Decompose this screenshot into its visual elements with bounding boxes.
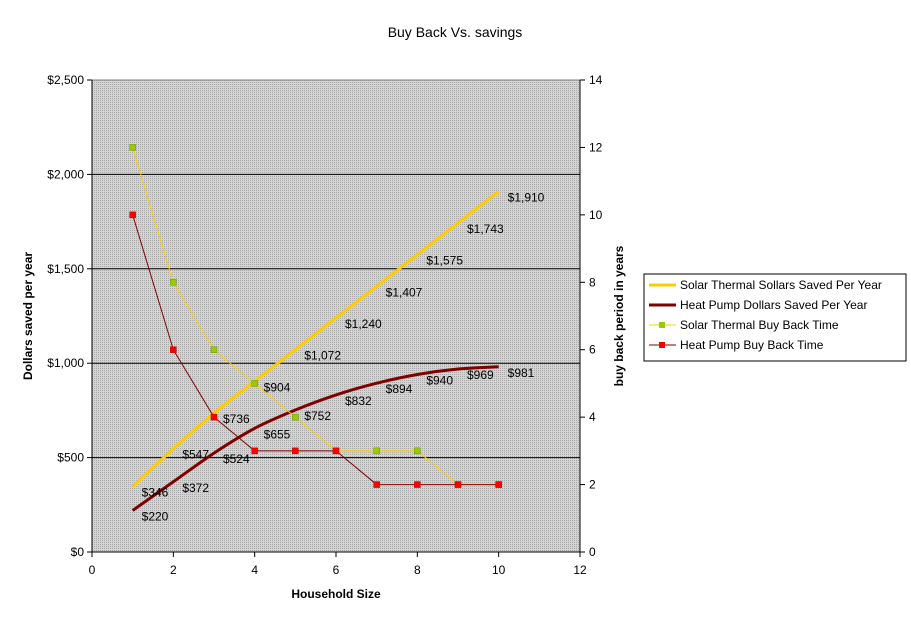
data-point [251, 447, 258, 455]
legend-label: Heat Pump Buy Back Time [680, 338, 824, 352]
data-label: $1,743 [467, 222, 504, 236]
series-line-2 [132, 147, 499, 486]
y-axis-title: Dollars saved per year [21, 252, 35, 380]
y2-tick-label: 6 [589, 343, 596, 357]
data-label: $969 [467, 368, 494, 382]
y-tick-label: $500 [57, 451, 84, 465]
y-tick-label: $1,000 [47, 356, 84, 370]
data-point [170, 346, 177, 353]
data-point [292, 413, 299, 421]
data-label: $832 [345, 394, 372, 408]
legend: Solar Thermal Sollars Saved Per Year Heat… [643, 273, 907, 362]
chart-title: Buy Back Vs. savings [388, 24, 523, 40]
data-point [251, 380, 258, 387]
legend-marker [659, 322, 665, 328]
data-point [129, 211, 136, 219]
y2-tick-label: 4 [589, 410, 596, 424]
legend-label: Solar Thermal Buy Back Time [680, 318, 839, 332]
data-label: $981 [508, 366, 535, 380]
data-label: $655 [264, 427, 291, 441]
data-label: $894 [386, 382, 413, 396]
data-point [210, 413, 218, 421]
y-tick-label: $2,000 [47, 167, 84, 181]
y2-tick-label: 0 [589, 545, 596, 559]
data-label: $1,407 [386, 285, 423, 299]
x-tick-label: 8 [414, 563, 421, 577]
data-point [454, 481, 462, 488]
data-label: $904 [264, 380, 291, 394]
data-point [129, 144, 136, 151]
data-label: $1,910 [508, 190, 545, 204]
y2-tick-label: 12 [589, 140, 603, 154]
legend-marker [659, 342, 665, 348]
data-label: $736 [223, 412, 250, 426]
x-tick-label: 4 [251, 563, 258, 577]
data-label: $752 [304, 409, 331, 423]
data-label: $524 [223, 452, 250, 466]
legend-item: Solar Thermal Sollars Saved Per Year [649, 278, 882, 292]
data-point [170, 279, 177, 286]
data-label: $940 [426, 374, 453, 388]
legend-item: Heat Pump Buy Back Time [649, 338, 824, 352]
legend-label: Solar Thermal Sollars Saved Per Year [680, 278, 882, 292]
y2-tick-label: 10 [589, 208, 603, 222]
data-point [495, 481, 502, 488]
legend-item: Solar Thermal Buy Back Time [649, 318, 839, 332]
data-point [332, 447, 340, 455]
data-label: $346 [142, 486, 169, 500]
legend-label: Heat Pump Dollars Saved Per Year [680, 298, 867, 312]
x-tick-label: 6 [333, 563, 340, 577]
x-axis-title: Household Size [291, 587, 381, 601]
x-tick-label: 0 [89, 563, 96, 577]
data-label: $1,072 [304, 349, 341, 363]
data-label: $1,575 [426, 254, 463, 268]
series-line-1 [131, 365, 499, 512]
y2-tick-label: 2 [589, 478, 596, 492]
data-label: $547 [182, 448, 209, 462]
data-label: $220 [142, 509, 169, 523]
y2-axis-title: buy back period in years [612, 245, 626, 386]
data-point [292, 447, 299, 455]
data-point [210, 346, 218, 353]
data-point [373, 447, 380, 455]
y2-tick-label: 14 [589, 73, 603, 87]
y-tick-label: $2,500 [47, 73, 84, 87]
data-point [414, 447, 421, 455]
series-line-3 [132, 214, 499, 486]
x-tick-label: 12 [573, 563, 587, 577]
data-point [373, 481, 380, 488]
data-point [414, 481, 421, 488]
legend-item: Heat Pump Dollars Saved Per Year [649, 298, 867, 312]
y-tick-label: $1,500 [47, 262, 84, 276]
series-line-0 [131, 190, 500, 488]
y-tick-label: $0 [71, 545, 85, 559]
y2-tick-label: 8 [589, 275, 596, 289]
x-tick-label: 10 [492, 563, 506, 577]
data-label: $1,240 [345, 317, 382, 331]
x-tick-label: 2 [170, 563, 177, 577]
data-label: $372 [182, 481, 209, 495]
